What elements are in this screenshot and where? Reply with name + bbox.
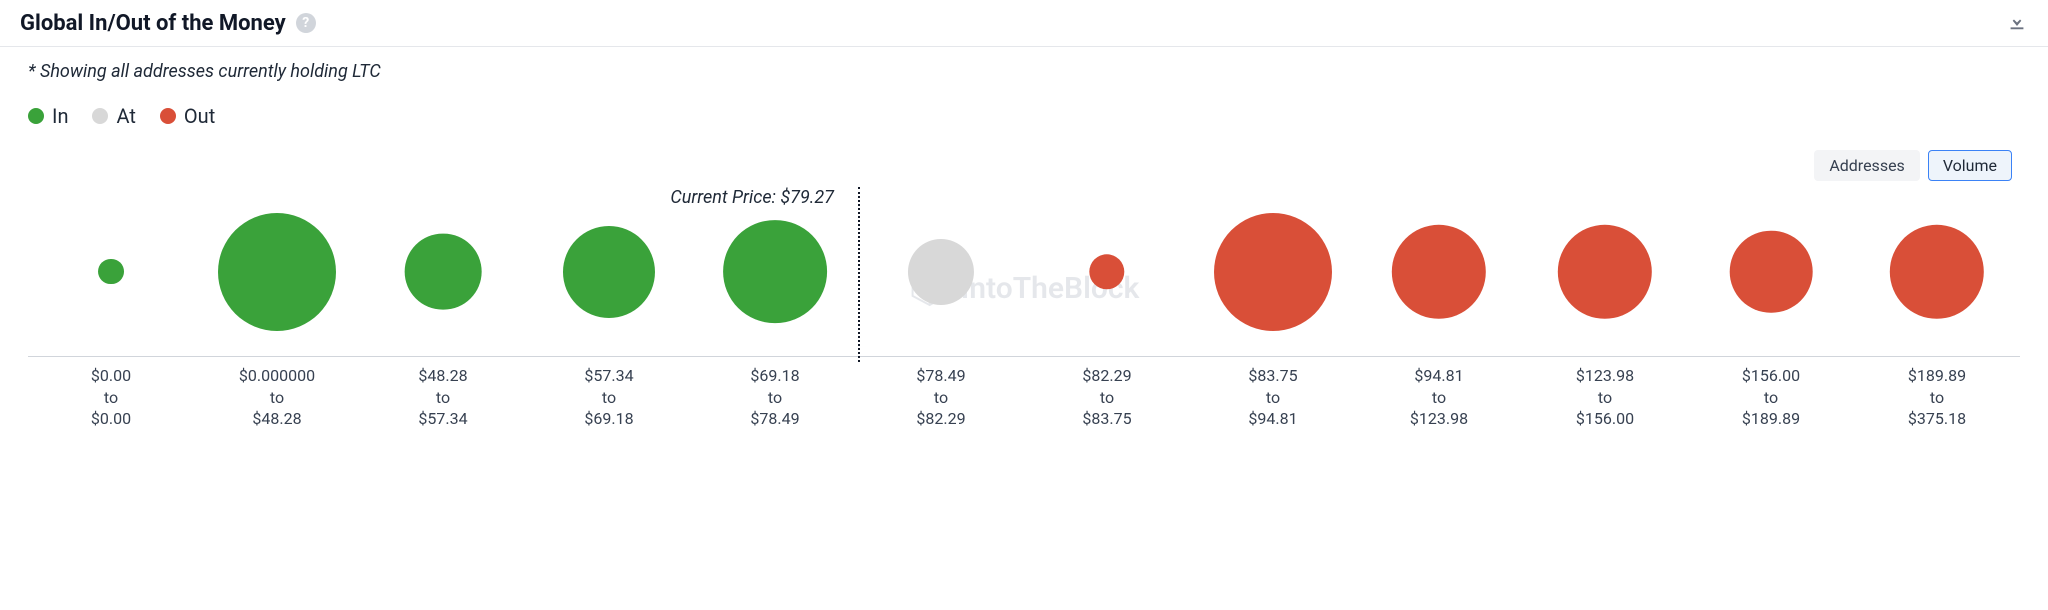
toggle-addresses[interactable]: Addresses xyxy=(1814,150,1920,181)
bubble-cell xyxy=(1024,187,1190,356)
legend-item[interactable]: Out xyxy=(160,104,215,128)
x-axis-label: $57.34to$69.18 xyxy=(526,365,692,430)
bubble[interactable] xyxy=(218,213,336,331)
chart-content: * Showing all addresses currently holdin… xyxy=(0,47,2048,438)
bubble[interactable] xyxy=(1392,224,1486,318)
legend-dot xyxy=(92,108,108,124)
legend-item[interactable]: At xyxy=(92,104,135,128)
bubble[interactable] xyxy=(1089,254,1124,289)
legend-dot xyxy=(160,108,176,124)
bubble[interactable] xyxy=(98,259,124,285)
legend-dot xyxy=(28,108,44,124)
bubble[interactable] xyxy=(723,220,827,324)
chart-area: Current Price: $79.27 IntoTheBlock $0.00… xyxy=(28,187,2020,430)
bubble[interactable] xyxy=(908,238,974,304)
bubble-cell xyxy=(28,187,194,356)
x-axis-label: $123.98to$156.00 xyxy=(1522,365,1688,430)
x-axis-label: $83.75to$94.81 xyxy=(1190,365,1356,430)
x-axis-label: $82.29to$83.75 xyxy=(1024,365,1190,430)
bubble-cell xyxy=(194,187,360,356)
legend-label: At xyxy=(116,104,135,128)
toggle-volume[interactable]: Volume xyxy=(1928,150,2012,181)
bubble[interactable] xyxy=(1214,213,1332,331)
x-axis-labels: $0.00to$0.00$0.000000to$48.28$48.28to$57… xyxy=(28,357,2020,430)
legend-label: In xyxy=(52,104,68,128)
bubble[interactable] xyxy=(563,225,655,317)
bubble[interactable] xyxy=(1730,230,1813,313)
view-toggle: Addresses Volume xyxy=(28,150,2020,181)
download-icon[interactable] xyxy=(2006,10,2028,36)
current-price-divider xyxy=(858,187,860,362)
bubble-cell xyxy=(360,187,526,356)
bubble-cell xyxy=(1688,187,1854,356)
chart-header: Global In/Out of the Money ? xyxy=(0,0,2048,47)
chart-title: Global In/Out of the Money xyxy=(20,11,286,36)
bubble-cell xyxy=(1522,187,1688,356)
x-axis-label: $0.000000to$48.28 xyxy=(194,365,360,430)
bubble-cell xyxy=(858,187,1024,356)
bubble-cell xyxy=(1356,187,1522,356)
chart-legend: In At Out xyxy=(28,104,2020,128)
x-axis-label: $189.89to$375.18 xyxy=(1854,365,2020,430)
chart-subtitle: * Showing all addresses currently holdin… xyxy=(28,61,2020,82)
bubble-cell xyxy=(1190,187,1356,356)
x-axis-label: $0.00to$0.00 xyxy=(28,365,194,430)
bubble[interactable] xyxy=(1890,224,1984,318)
bubble-row: IntoTheBlock xyxy=(28,187,2020,357)
bubble[interactable] xyxy=(1558,224,1652,318)
bubble[interactable] xyxy=(405,233,482,310)
x-axis-label: $48.28to$57.34 xyxy=(360,365,526,430)
x-axis-label: $156.00to$189.89 xyxy=(1688,365,1854,430)
x-axis-label: $78.49to$82.29 xyxy=(858,365,1024,430)
bubble-cell xyxy=(1854,187,2020,356)
bubble-cell xyxy=(692,187,858,356)
bubble-cell xyxy=(526,187,692,356)
legend-label: Out xyxy=(184,104,215,128)
x-axis-label: $94.81to$123.98 xyxy=(1356,365,1522,430)
help-icon[interactable]: ? xyxy=(296,13,316,33)
x-axis-label: $69.18to$78.49 xyxy=(692,365,858,430)
legend-item[interactable]: In xyxy=(28,104,68,128)
title-row: Global In/Out of the Money ? xyxy=(20,11,316,36)
